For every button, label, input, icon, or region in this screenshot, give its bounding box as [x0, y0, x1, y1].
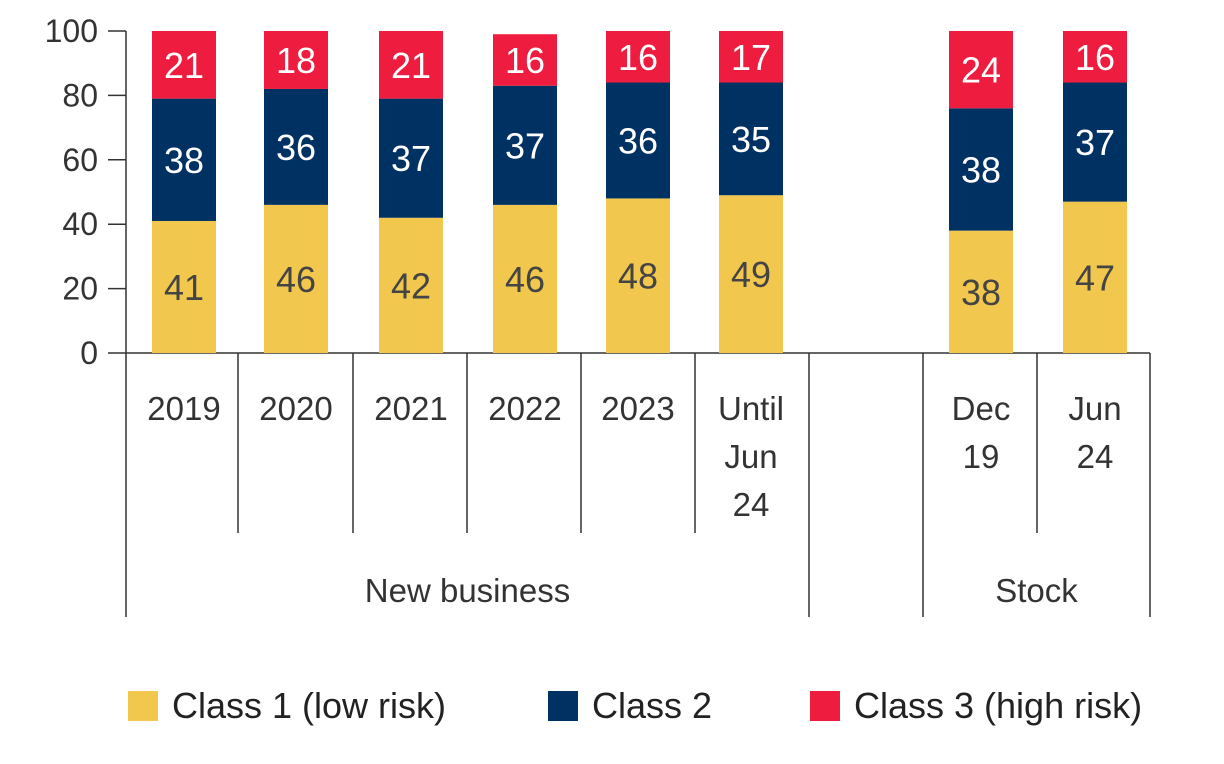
x-category-label: Jun	[1068, 390, 1121, 427]
chart-data-labels: 41 38 21 46 36 18 42 37 21 46 37 16 48 36 16 49 35 17 38 38…	[164, 37, 1115, 313]
bar-data-label: 36	[276, 127, 316, 168]
bar-segment	[493, 34, 557, 86]
bar-data-label: 16	[618, 37, 658, 78]
bar-segment	[379, 31, 443, 99]
bar-data-label: 38	[961, 149, 1001, 190]
x-category-label: 24	[1077, 438, 1114, 475]
bar-segment	[1063, 31, 1127, 83]
x-category-label: 19	[963, 438, 1000, 475]
legend-item-class-3: Class 3 (high risk)	[810, 676, 1142, 736]
bar-segment	[493, 85, 557, 205]
bar-data-label: 16	[505, 40, 545, 81]
legend-swatch-class-3	[810, 691, 840, 721]
bar-data-label: 42	[391, 265, 431, 306]
bar-data-label: 48	[618, 256, 658, 297]
bar-segment	[719, 31, 783, 83]
bar-data-label: 37	[505, 125, 545, 166]
chart-bars	[152, 31, 1127, 353]
x-category-label: Until	[718, 390, 784, 427]
bar-data-label: 46	[505, 259, 545, 300]
legend-swatch-class-2	[548, 691, 578, 721]
bar-data-label: 37	[1075, 122, 1115, 163]
bar-segment	[606, 31, 670, 83]
bar-data-label: 21	[164, 45, 204, 86]
bar-data-label: 18	[276, 40, 316, 81]
bar-data-label: 21	[391, 45, 431, 86]
bar-segment	[1063, 82, 1127, 202]
bar-segment	[264, 204, 328, 353]
legend-item-class-1: Class 1 (low risk)	[128, 676, 446, 736]
legend-label-class-1: Class 1 (low risk)	[172, 685, 447, 726]
bar-data-label: 36	[618, 120, 658, 161]
y-tick-label: 100	[45, 13, 98, 49]
bar-segment	[719, 82, 783, 196]
x-group-label: New business	[365, 572, 570, 609]
bar-data-label: 46	[276, 259, 316, 300]
bar-segment	[493, 204, 557, 353]
x-category-label: 2021	[374, 390, 447, 427]
bar-data-label: 17	[731, 37, 771, 78]
bar-data-label: 37	[391, 138, 431, 179]
bar-segment	[949, 108, 1013, 231]
bar-segment	[379, 217, 443, 353]
x-category-label: Jun	[724, 438, 777, 475]
x-category-label: 2023	[601, 390, 674, 427]
x-category-label: 2022	[488, 390, 561, 427]
bar-data-label: 38	[961, 272, 1001, 313]
bar-segment	[949, 31, 1013, 109]
bar-data-label: 49	[731, 254, 771, 295]
legend-label-class-2: Class 2	[592, 685, 713, 726]
legend-item-class-2: Class 2	[548, 676, 712, 736]
x-category-label: 2020	[259, 390, 332, 427]
bar-segment	[606, 198, 670, 353]
bar-segment	[1063, 201, 1127, 353]
bar-data-label: 41	[164, 267, 204, 308]
bar-segment	[379, 98, 443, 218]
legend-label-class-3: Class 3 (high risk)	[854, 685, 1143, 726]
y-tick-label: 0	[80, 335, 98, 371]
bar-segment	[152, 31, 216, 99]
bar-segment	[264, 31, 328, 89]
bar-segment	[606, 82, 670, 199]
x-axis-labels: 2019 2020 2021 2022 2023 Until Jun 24 Dec 19 Jun 24…	[147, 390, 1121, 609]
y-tick-label: 60	[62, 142, 98, 178]
x-category-label: 2019	[147, 390, 220, 427]
bar-segment	[152, 98, 216, 221]
bar-data-label: 47	[1075, 257, 1115, 298]
bar-segment	[949, 230, 1013, 353]
bar-segment	[152, 220, 216, 353]
x-category-label: Dec	[952, 390, 1011, 427]
y-tick-label: 20	[62, 271, 98, 307]
bar-data-label: 38	[164, 140, 204, 181]
bar-data-label: 35	[731, 119, 771, 160]
x-category-label: 24	[733, 486, 770, 523]
y-tick-label: 80	[62, 77, 98, 113]
x-group-label: Stock	[995, 572, 1078, 609]
bar-data-label: 24	[961, 50, 1001, 91]
legend-swatch-class-1	[128, 691, 158, 721]
bar-segment	[264, 88, 328, 205]
bar-data-label: 16	[1075, 37, 1115, 78]
bar-segment	[719, 195, 783, 353]
chart-legend: Class 1 (low risk) Class 2 Class 3 (high…	[0, 676, 1224, 736]
y-tick-label: 40	[62, 206, 98, 242]
